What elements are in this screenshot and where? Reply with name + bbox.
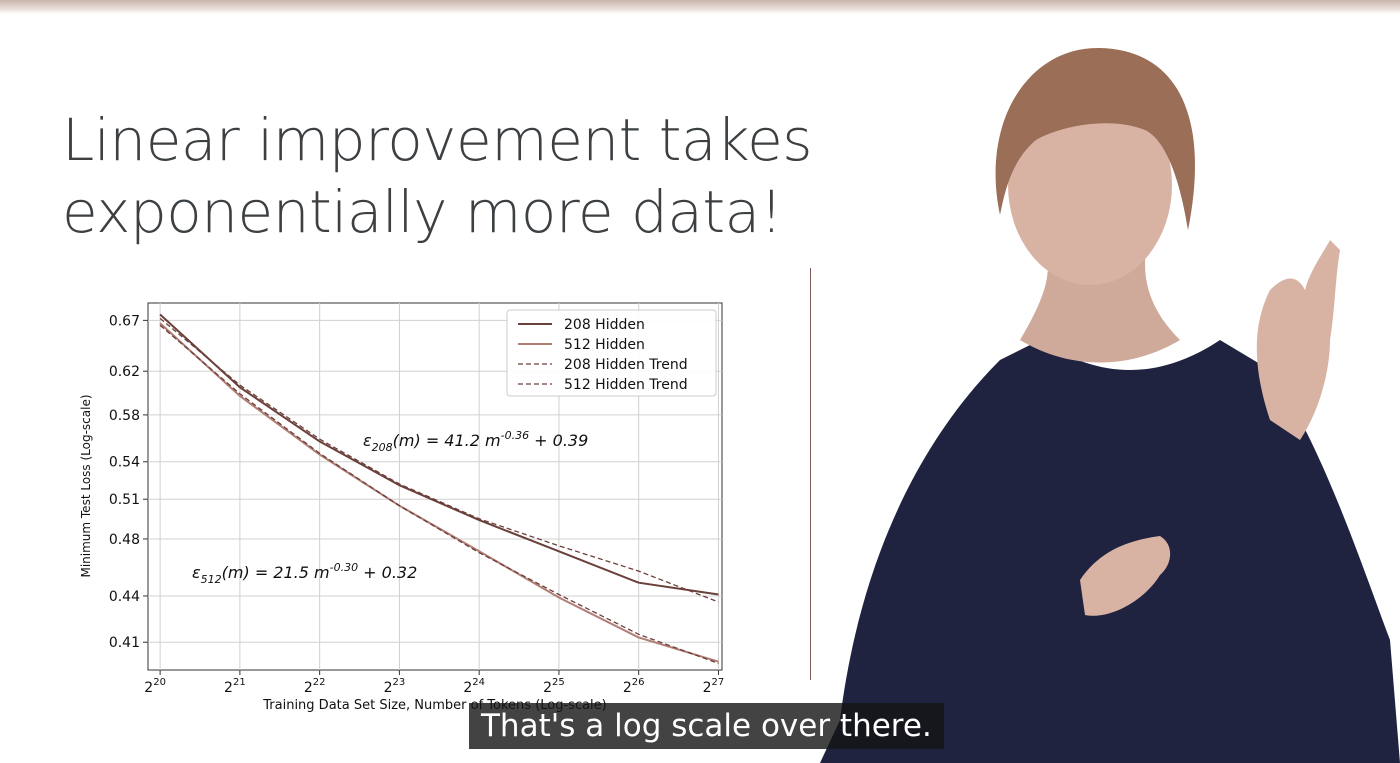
x-tick-label: 226 [623,677,645,696]
x-tick-label: 221 [224,677,246,696]
y-tick-label: 0.51 [109,492,140,508]
x-tick-label: 225 [543,677,565,696]
presenter-neck [1020,250,1180,363]
plot-frame [147,302,723,671]
x-tick-label: 227 [703,677,725,696]
x-axis-ticks: 220 221 222 223 224 225 226 227 [144,670,724,696]
presenter-figure [820,47,1400,763]
x-tick-label: 224 [463,677,485,696]
presenter-hair [995,47,1195,230]
caption-box: That's a log scale over there. [469,703,944,749]
legend-box [506,309,717,397]
slide-title-line-2: exponentially more data! [62,178,783,246]
y-tick-label: 0.48 [109,532,140,548]
presenter-lower-hand [1080,536,1171,616]
equation-512: ε512(m) = 21.5 m-0.30 + 0.32 [192,561,417,586]
y-axis-ticks: 0.41 0.44 0.48 0.51 0.54 0.58 0.62 0.67 [109,313,148,651]
legend: 208 Hidden 512 Hidden 208 Hidden Trend 512 … [506,309,717,397]
x-tick-label: 222 [304,677,326,696]
equation-208: ε208(m) = 41.2 m-0.36 + 0.39 [363,429,588,454]
y-tick-label: 0.58 [109,408,140,424]
x-tick-label: 223 [384,677,406,696]
legend-label: 512 Hidden [564,337,645,353]
series-line-512-hidden-trend [159,324,719,665]
presenter-face [1008,85,1172,285]
y-axis-label: Minimum Test Loss (Log-scale) [79,394,93,577]
slide-title-line-1: Linear improvement takes [62,106,813,174]
loss-chart: 220 221 222 223 224 225 226 227 0.41 0.44 0.48 0.5… [70,290,735,720]
slide-title: Linear improvement takes exponentially m… [62,104,822,248]
caption-text: That's a log scale over there. [481,708,932,744]
legend-label: 512 Hidden Trend [564,377,688,393]
series-layer [159,313,719,665]
y-tick-label: 0.44 [109,589,140,605]
y-tick-label: 0.54 [109,455,140,471]
series-line-208-hidden-trend [159,317,719,603]
grid [148,303,722,670]
slide-divider [810,268,811,680]
y-tick-label: 0.62 [109,364,140,380]
legend-label: 208 Hidden Trend [564,357,688,373]
series-line-208-hidden [159,313,719,596]
y-tick-label: 0.67 [109,313,140,329]
presenter-top [820,340,1400,763]
top-band [0,0,1400,14]
legend-label: 208 Hidden [564,317,645,333]
presenter-raised-hand [1256,240,1340,440]
y-tick-label: 0.41 [109,635,140,651]
x-tick-label: 220 [144,677,166,696]
